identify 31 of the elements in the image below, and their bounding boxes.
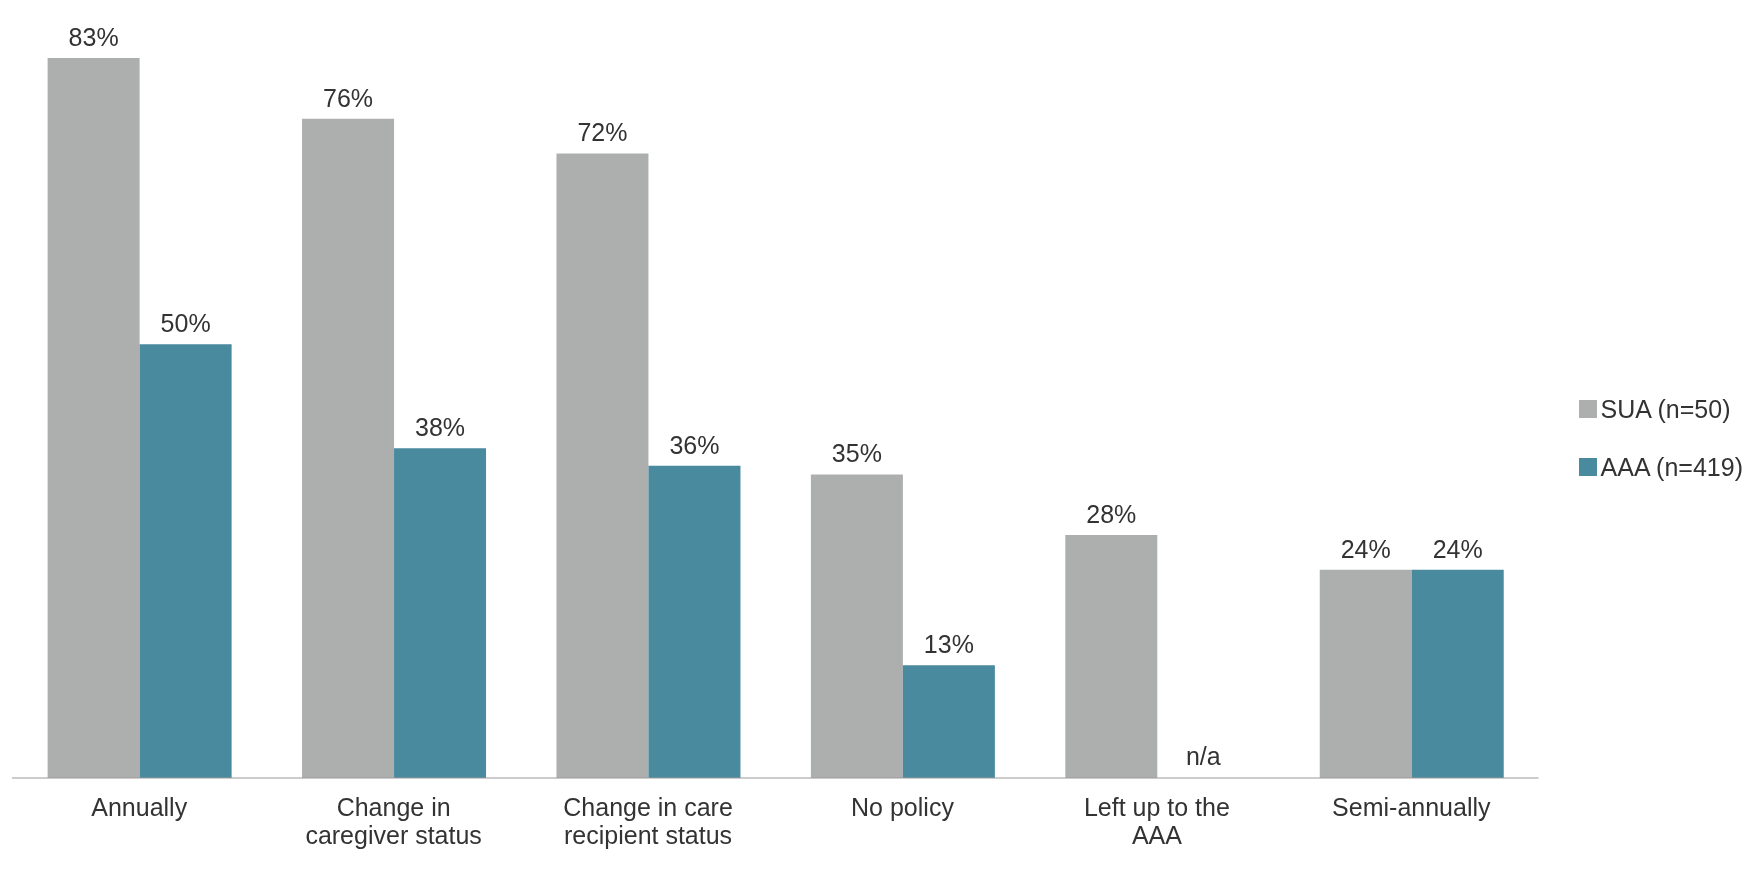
x-tick-label: Semi-annually xyxy=(1332,793,1492,821)
bar xyxy=(302,118,395,778)
bar xyxy=(648,465,741,778)
bar xyxy=(902,665,995,778)
x-tick-label: No policy xyxy=(851,793,955,821)
bar xyxy=(1319,569,1412,778)
legend-label: AAA (n=419) xyxy=(1600,452,1743,483)
bar xyxy=(139,344,232,778)
data-label: 24% xyxy=(1340,534,1391,563)
data-label: 72% xyxy=(577,118,628,147)
x-tick-label: Annually xyxy=(91,793,188,821)
bar xyxy=(394,448,487,778)
bar xyxy=(1411,569,1504,778)
bar xyxy=(1065,535,1158,778)
data-label: 38% xyxy=(415,413,466,442)
data-label: 35% xyxy=(831,439,882,468)
data-label: 36% xyxy=(669,430,720,459)
bar xyxy=(47,58,140,778)
x-tick-label: Change in caregiver status xyxy=(305,793,482,849)
data-label: 13% xyxy=(923,630,974,659)
data-label: 76% xyxy=(323,83,374,112)
bar xyxy=(810,474,903,778)
data-label: 24% xyxy=(1432,534,1483,563)
legend-label: SUA (n=50) xyxy=(1600,394,1731,425)
data-label: 83% xyxy=(68,23,119,51)
data-label: 50% xyxy=(160,309,211,338)
bar xyxy=(556,153,649,778)
x-tick-label: Left up to the AAA xyxy=(1083,793,1230,849)
x-tick-label: Change in care recipient status xyxy=(563,793,733,849)
data-label: 28% xyxy=(1086,500,1137,529)
text: n/a xyxy=(1185,742,1221,770)
